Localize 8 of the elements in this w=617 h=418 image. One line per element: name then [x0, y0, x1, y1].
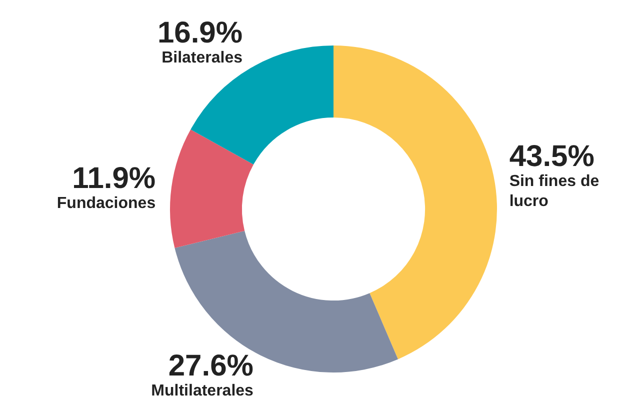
slice-label: Sin fines de lucro	[509, 172, 600, 210]
data-label: 27.6%	[168, 350, 254, 383]
slice-label: Fundaciones	[56, 195, 156, 212]
data-label: 11.9%	[72, 162, 156, 196]
slice-label: Multilaterales	[151, 382, 254, 400]
data-label: 16.9%	[157, 16, 243, 50]
slice-label: Bilaterales	[162, 49, 243, 66]
data-label: 43.5%	[509, 140, 594, 173]
